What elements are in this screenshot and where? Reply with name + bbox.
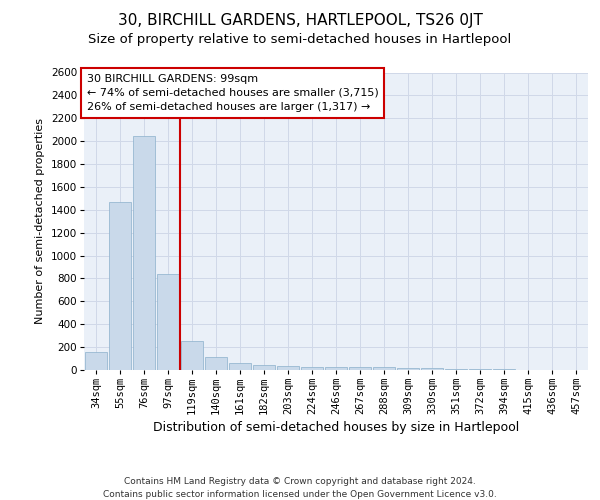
Bar [157,274,179,370]
Bar [109,202,131,370]
Bar [325,366,347,370]
Text: Contains HM Land Registry data © Crown copyright and database right 2024.
Contai: Contains HM Land Registry data © Crown c… [103,478,497,499]
Bar [445,368,467,370]
Bar [301,366,323,370]
Bar [373,367,395,370]
Text: 30, BIRCHILL GARDENS, HARTLEPOOL, TS26 0JT: 30, BIRCHILL GARDENS, HARTLEPOOL, TS26 0… [118,12,482,28]
Bar [349,366,371,370]
Bar [181,341,203,370]
Text: 30 BIRCHILL GARDENS: 99sqm
← 74% of semi-detached houses are smaller (3,715)
26%: 30 BIRCHILL GARDENS: 99sqm ← 74% of semi… [86,74,378,112]
Bar [133,136,155,370]
Bar [397,368,419,370]
Bar [277,366,299,370]
Y-axis label: Number of semi-detached properties: Number of semi-detached properties [35,118,45,324]
Bar [85,352,107,370]
Text: Size of property relative to semi-detached houses in Hartlepool: Size of property relative to semi-detach… [88,32,512,46]
Bar [205,357,227,370]
Bar [421,368,443,370]
Bar [253,365,275,370]
Bar [469,369,491,370]
X-axis label: Distribution of semi-detached houses by size in Hartlepool: Distribution of semi-detached houses by … [153,422,519,434]
Bar [229,362,251,370]
